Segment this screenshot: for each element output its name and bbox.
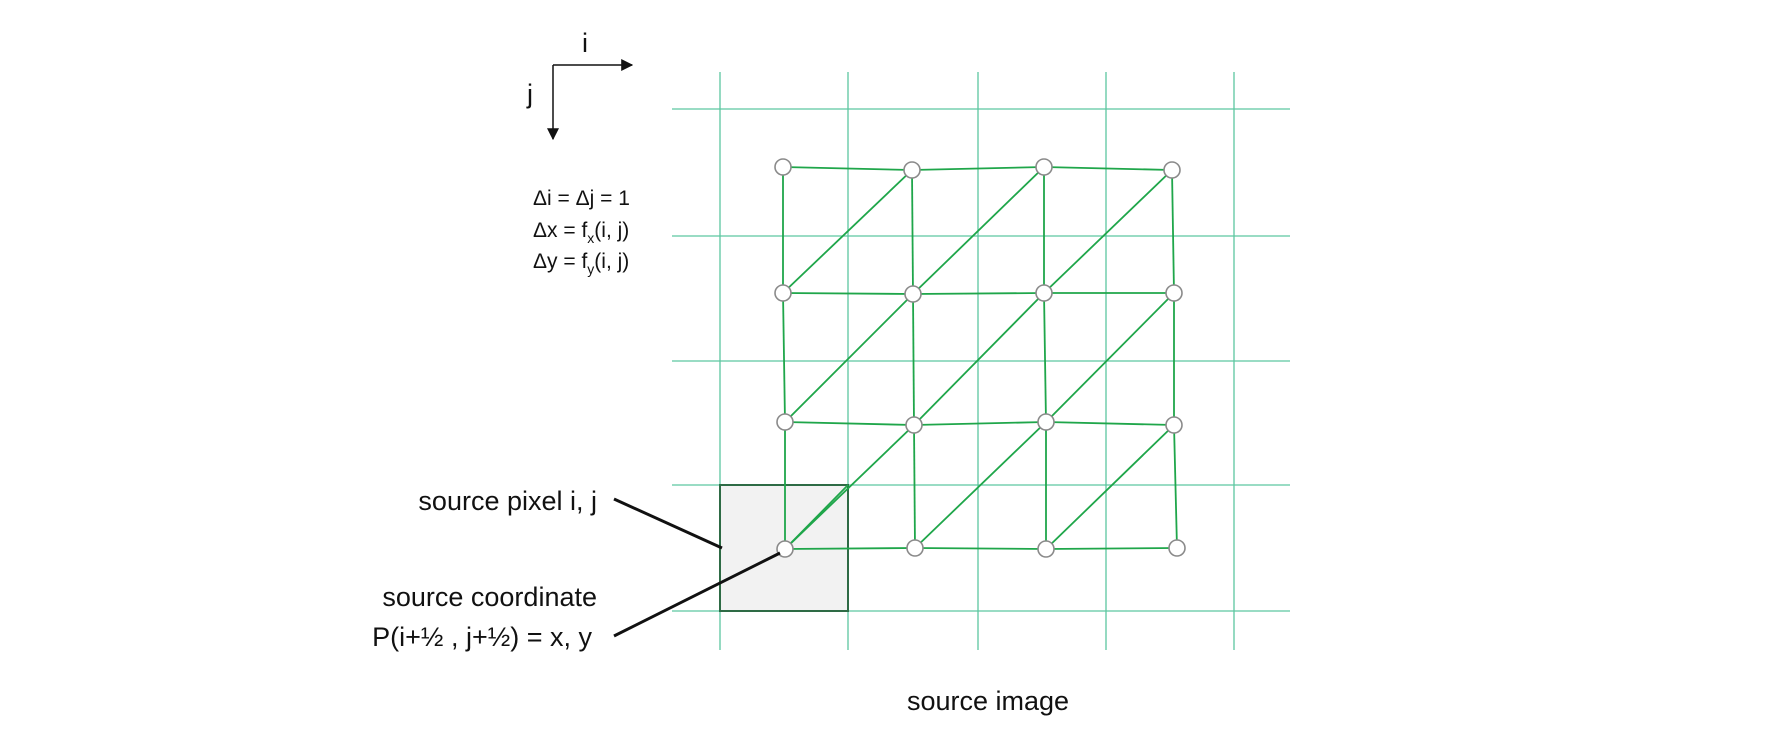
mesh-node <box>1165 416 1183 434</box>
mesh-edge <box>1043 169 1173 294</box>
source-coordinate-leader <box>613 551 781 638</box>
source-pixel-leader <box>613 497 723 550</box>
mesh-edge <box>912 292 1045 295</box>
mesh-edge <box>911 166 1045 171</box>
mesh-edge <box>912 166 1045 295</box>
source-pixel-label: source pixel i, j <box>418 486 597 516</box>
mesh-node <box>906 539 924 557</box>
mesh-edge <box>782 169 913 294</box>
source-image-caption: source image <box>907 686 1069 716</box>
mesh-edge <box>913 424 916 549</box>
equation-delta-x-subscript: x <box>587 230 594 246</box>
mesh-edge <box>782 292 914 295</box>
j-axis-label: j <box>526 79 533 109</box>
equation-delta-y-suffix: (i, j) <box>594 250 629 273</box>
mesh-node <box>1037 413 1055 431</box>
equation-delta-x-suffix: (i, j) <box>594 219 629 242</box>
mesh-node <box>1035 158 1053 176</box>
mesh-edge <box>1045 424 1175 550</box>
mesh-edge <box>1043 292 1047 423</box>
mesh-edge <box>911 169 914 295</box>
mesh-edge <box>1045 292 1175 423</box>
mesh-edge <box>912 293 915 426</box>
i-axis-label: i <box>582 28 588 58</box>
equation-delta-x-prefix: Δx = f <box>533 219 587 242</box>
mesh-edge <box>1045 547 1178 550</box>
mesh-node <box>776 413 794 431</box>
mesh-node <box>1165 284 1183 302</box>
equation-delta-y-subscript: y <box>587 261 594 277</box>
mesh-edge <box>784 484 849 550</box>
mesh-node <box>905 416 923 434</box>
mesh-edge <box>782 166 913 171</box>
mesh-edge <box>784 421 915 426</box>
mesh-edge <box>914 421 1047 549</box>
mesh-node <box>774 158 792 176</box>
mesh-node <box>776 540 794 558</box>
mesh-edge <box>1045 421 1175 426</box>
mesh-edge <box>913 292 1045 426</box>
mesh-nodes <box>774 158 1186 558</box>
mesh-edge <box>1043 166 1173 171</box>
mesh-edge <box>784 293 914 423</box>
source-coordinate-formula: P(i+½ , j+½) = x, y <box>372 622 592 652</box>
mesh-edge <box>1171 169 1175 294</box>
mesh-edge <box>782 292 786 423</box>
equation-delta-y-prefix: Δy = f <box>533 250 587 273</box>
mesh-node <box>774 284 792 302</box>
mesh-node <box>1163 161 1181 179</box>
mesh-edge <box>914 547 1047 550</box>
mesh-node <box>903 161 921 179</box>
equation-delta-x: Δx = fx(i, j) <box>533 219 629 246</box>
equation-delta-ij: Δi = Δj = 1 <box>533 187 630 210</box>
mesh-node <box>1035 284 1053 302</box>
mesh-node <box>904 285 922 303</box>
mesh-edge <box>784 547 916 550</box>
mesh-edge <box>1173 424 1178 549</box>
triangle-mesh <box>782 166 1178 550</box>
mesh-edge <box>913 421 1047 426</box>
mesh-node <box>1168 539 1186 557</box>
equation-delta-y: Δy = fy(i, j) <box>533 250 629 277</box>
source-coordinate-label: source coordinate <box>382 582 597 612</box>
mesh-node <box>1037 540 1055 558</box>
